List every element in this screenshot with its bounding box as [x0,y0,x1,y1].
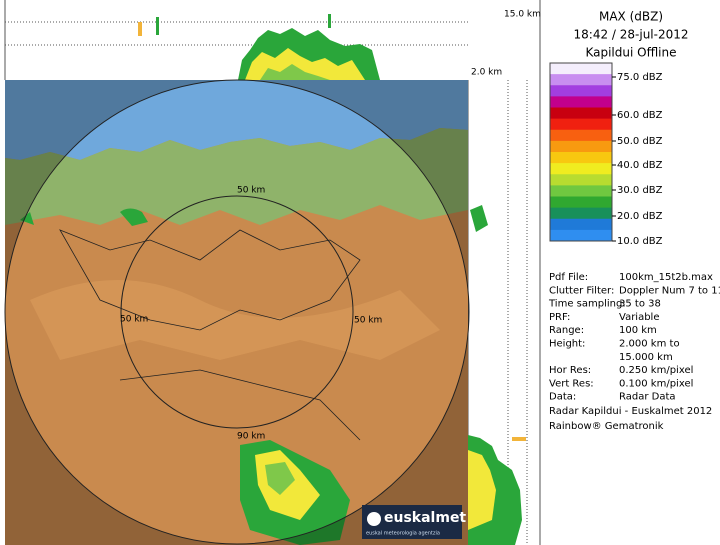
logo-tagline: euskal meteorologia agentzia [366,531,440,537]
info-key: Clutter Filter: [549,285,614,296]
info-value: Variable [619,312,660,323]
color-bar: 75.0 dBZ 60.0 dBZ 50.0 dBZ 40.0 dBZ 30.0 dBZ… [549,62,663,247]
color-swatch [550,185,612,197]
info-value: 15.000 km [619,352,673,363]
right-section [467,0,541,545]
color-swatch [550,196,612,209]
credit: Radar Kapildui - Euskalmet 2012 [549,406,712,417]
ring-label: 50 km [120,315,148,325]
info-key: Data: [549,392,576,403]
datetime: 18:42 / 28-jul-2012 [574,28,689,42]
scale-label: 40.0 dBZ [617,160,663,171]
height-label: 15.0 km [504,10,541,20]
color-swatch [550,118,612,131]
info-key: Range: [549,325,584,336]
credit: Rainbow® Gematronik [549,421,664,432]
color-swatch [550,218,612,231]
ring-label: 50 km [354,316,382,326]
scale-label: 10.0 dBZ [617,236,663,247]
logo-name: euskalmet [384,510,466,526]
color-swatch [550,85,612,97]
info-value: Doppler Num 7 to 11 [619,285,720,296]
top-section [4,0,468,80]
info-key: Height: [549,339,585,350]
info-key: Pdf File: [549,272,588,283]
color-swatch [550,96,612,108]
info-value: Radar Data [619,392,676,403]
ring-label: 90 km [237,432,265,442]
info-value: 0.100 km/pixel [619,378,693,389]
color-bar-frame [549,62,613,242]
station: Kapildui Offline [585,46,676,60]
color-swatch [550,163,612,175]
color-swatch [550,74,612,86]
height-label: 2.0 km [471,68,502,78]
color-swatch [550,174,612,186]
color-swatch [550,129,612,142]
info-value: 2.000 km to [619,339,680,350]
scale-label: 50.0 dBZ [617,136,663,147]
color-swatch [550,107,612,120]
info-key: Vert Res: [549,378,594,389]
info-value: 0.250 km/pixel [619,365,693,376]
ring-label: 50 km [237,186,265,196]
scale-label: 60.0 dBZ [617,110,663,121]
info-value: 35 to 38 [619,299,661,310]
color-swatch [550,63,612,75]
color-swatch [550,229,612,242]
info-value: 100km_15t2b.max [619,272,713,283]
scale-label: 20.0 dBZ [617,211,663,222]
map: euskalmet euskal meteorologia agentzia [4,79,470,545]
info-key: PRF: [549,312,570,323]
title: MAX (dBZ) [599,10,663,24]
scale-label: 30.0 dBZ [617,185,663,196]
info-key: Hor Res: [549,365,591,376]
scale-label: 75.0 dBZ [617,72,663,83]
color-swatch [550,152,612,164]
info-value: 100 km [619,325,657,336]
info-key: Time sampling: [548,299,626,310]
color-swatch [550,207,612,220]
info-table: Pdf File: 100km_15t2b.max Clutter Filter: D… [548,272,720,432]
color-swatch [550,140,612,153]
